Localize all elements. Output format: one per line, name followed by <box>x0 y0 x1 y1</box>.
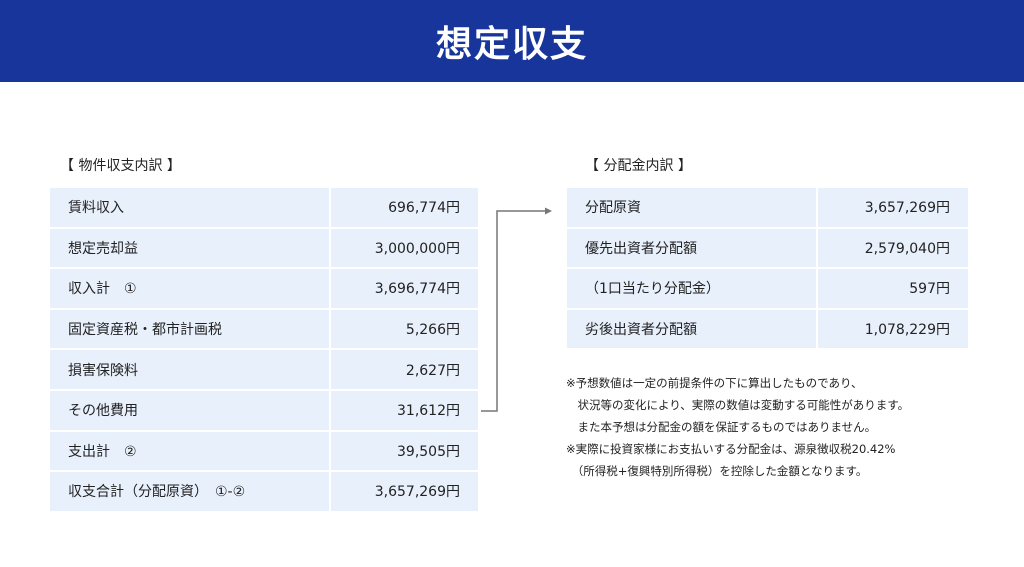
table-row: 収入計 ① 3,696,774円 <box>48 267 480 310</box>
row-value: 3,657,269円 <box>816 186 970 229</box>
table-row: その他費用 31,612円 <box>48 388 480 432</box>
row-value: 696,774円 <box>329 186 480 229</box>
row-label: 収支合計（分配原資） ①-② <box>48 470 331 513</box>
row-value: 5,266円 <box>329 307 480 351</box>
row-label: 収入計 ① <box>48 267 331 310</box>
property-income-table: 賃料収入 696,774円 想定売却益 3,000,000円 収入計 ① 3,696,77… <box>48 186 480 513</box>
table-row: 固定資産税・都市計画税 5,266円 <box>48 307 480 351</box>
row-value: 39,505円 <box>329 429 480 473</box>
row-value: 3,696,774円 <box>329 267 480 310</box>
row-label: 賃料収入 <box>48 186 331 229</box>
row-label: その他費用 <box>48 388 331 432</box>
table-row: 想定売却益 3,000,000円 <box>48 226 480 270</box>
row-label: 支出計 ② <box>48 429 331 473</box>
row-value: 3,000,000円 <box>329 226 480 270</box>
row-value: 2,579,040円 <box>816 226 970 270</box>
row-value: 31,612円 <box>329 388 480 432</box>
notes: ※予想数値は一定の前提条件の下に算出したものであり、 状況等の変化により、実際の… <box>566 372 909 482</box>
row-label: 劣後出資者分配額 <box>565 307 818 351</box>
row-label: 優先出資者分配額 <box>565 226 818 270</box>
table-row: 損害保険料 2,627円 <box>48 348 480 391</box>
distribution-table: 分配原資 3,657,269円 優先出資者分配額 2,579,040円 （1口当たり分配… <box>565 186 970 351</box>
page-title: 想定収支 <box>435 24 588 65</box>
row-label: 想定売却益 <box>48 226 331 270</box>
table-row: （1口当たり分配金） 597円 <box>565 267 970 310</box>
row-value: 1,078,229円 <box>816 307 970 351</box>
table-row: 劣後出資者分配額 1,078,229円 <box>565 307 970 351</box>
row-value: 3,657,269円 <box>329 470 480 513</box>
note-line: （所得税+復興特別所得税）を控除した金額となります。 <box>566 464 868 478</box>
row-label: 固定資産税・都市計画税 <box>48 307 331 351</box>
row-label: 分配原資 <box>565 186 818 229</box>
table-row: 賃料収入 696,774円 <box>48 186 480 229</box>
right-caption: 【 分配金内訳 】 <box>585 158 692 174</box>
row-label: （1口当たり分配金） <box>565 267 818 310</box>
note-line: ※実際に投資家様にお支払いする分配金は、源泉徴収税20.42% <box>566 442 896 456</box>
row-label: 損害保険料 <box>48 348 331 391</box>
table-row: 優先出資者分配額 2,579,040円 <box>565 226 970 270</box>
header-bar: 想定収支 <box>0 0 1024 82</box>
table-row: 分配原資 3,657,269円 <box>565 186 970 229</box>
table-row: 支出計 ② 39,505円 <box>48 429 480 473</box>
row-value: 2,627円 <box>329 348 480 391</box>
row-value: 597円 <box>816 267 970 310</box>
table-row: 収支合計（分配原資） ①-② 3,657,269円 <box>48 470 480 513</box>
note-line: また本予想は分配金の額を保証するものではありません。 <box>566 420 877 434</box>
left-caption: 【 物件収支内訳 】 <box>60 158 181 174</box>
note-line: ※予想数値は一定の前提条件の下に算出したものであり、 <box>566 376 863 390</box>
note-line: 状況等の変化により、実際の数値は変動する可能性があります。 <box>566 398 910 412</box>
